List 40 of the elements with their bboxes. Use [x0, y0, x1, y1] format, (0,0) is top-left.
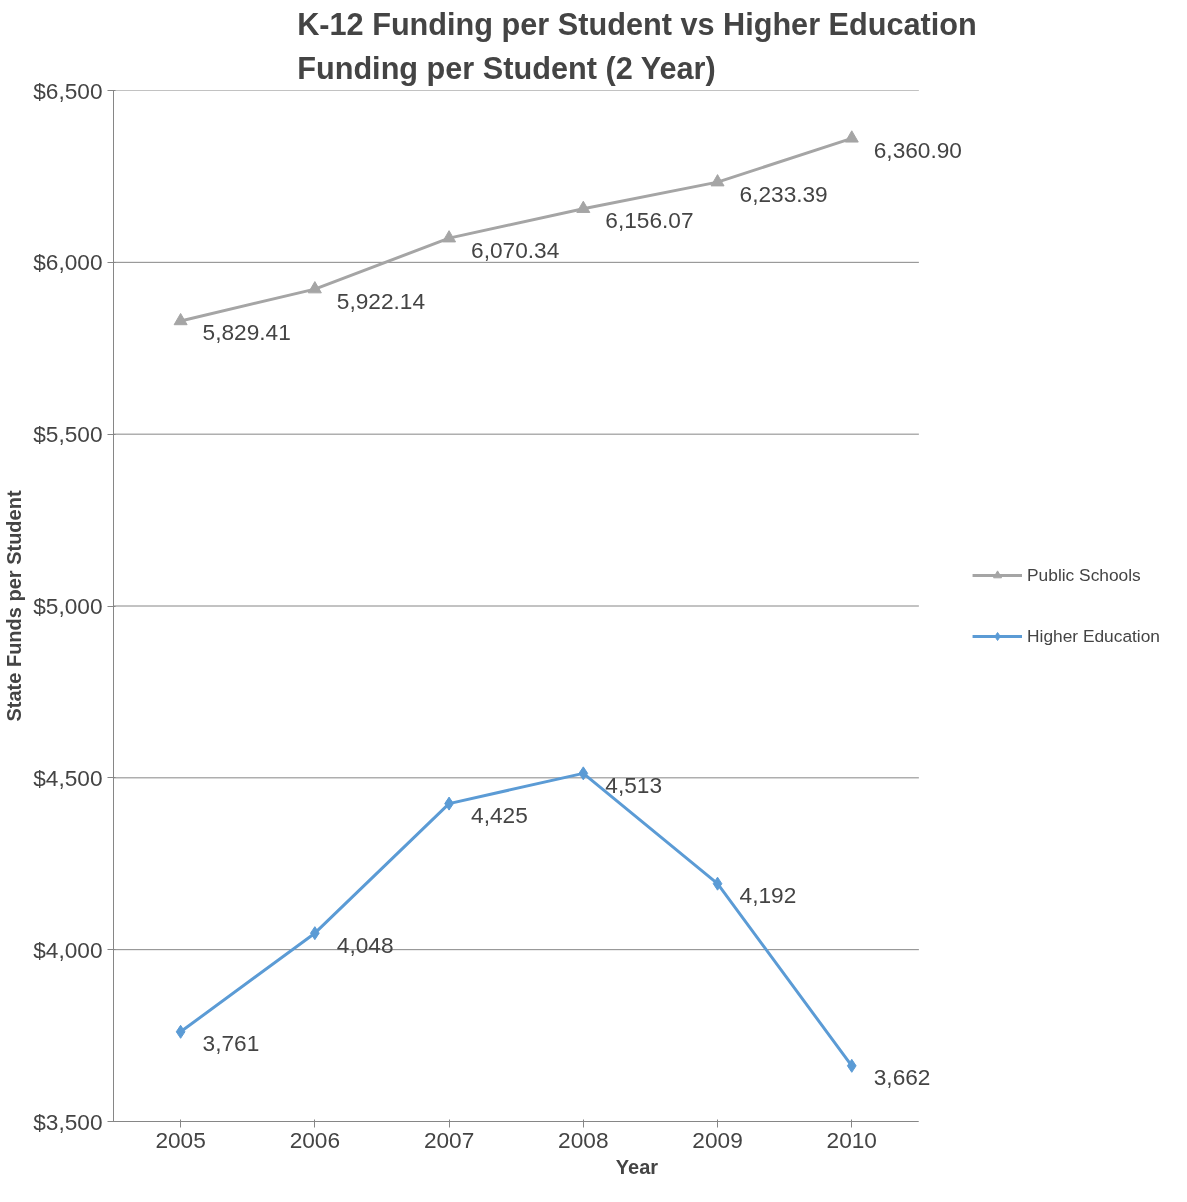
x-tick-label: 2005: [155, 1126, 206, 1153]
legend-label: Higher Education: [1027, 625, 1160, 647]
y-tick-label: $4,000: [33, 936, 103, 963]
x-tick-label: 2009: [692, 1126, 743, 1153]
y-tick-label: $5,500: [33, 421, 103, 448]
x-tick-label: 2006: [289, 1126, 341, 1153]
point: [307, 281, 322, 294]
data-label: 4,425: [471, 802, 528, 829]
point: [710, 174, 725, 187]
y-tick-label: $3,500: [33, 1108, 103, 1135]
point: [712, 876, 723, 891]
y-axis-title: State Funds per Student: [3, 490, 26, 722]
x-tick-label: 2010: [826, 1126, 877, 1153]
legend-label: Public Schools: [1027, 564, 1141, 586]
data-label: 6,233.39: [739, 180, 828, 207]
x-tick-label: 2007: [423, 1126, 475, 1153]
x-tick-label: 2008: [558, 1126, 609, 1153]
point: [442, 230, 457, 243]
point: [175, 1024, 186, 1039]
point: [173, 312, 188, 326]
data-label: 5,829.41: [202, 319, 291, 346]
y-tick-label: $5,000: [33, 593, 103, 619]
point: [844, 130, 859, 143]
data-label: 5,922.14: [336, 287, 426, 314]
y-tick-label: $6,000: [33, 249, 103, 276]
y-tick-label: $6,500: [33, 77, 103, 104]
point: [576, 200, 591, 213]
data-label: 3,662: [873, 1064, 931, 1091]
data-label: 4,513: [605, 771, 663, 798]
data-label: 4,192: [739, 882, 797, 909]
point: [846, 1058, 857, 1073]
data-label: 4,048: [336, 931, 394, 958]
data-label: 6,360.90: [873, 136, 962, 163]
chart-title: K-12 Funding per Student vs Higher Education Funding per Student (2 Year): [297, 7, 977, 87]
data-label: 6,156.07: [605, 207, 694, 234]
x-axis-title: Year: [615, 1155, 659, 1178]
point: [578, 766, 589, 781]
data-label: 3,761: [202, 1030, 260, 1057]
data-label: 6,070.34: [471, 236, 560, 263]
y-tick-label: $4,500: [33, 764, 103, 791]
